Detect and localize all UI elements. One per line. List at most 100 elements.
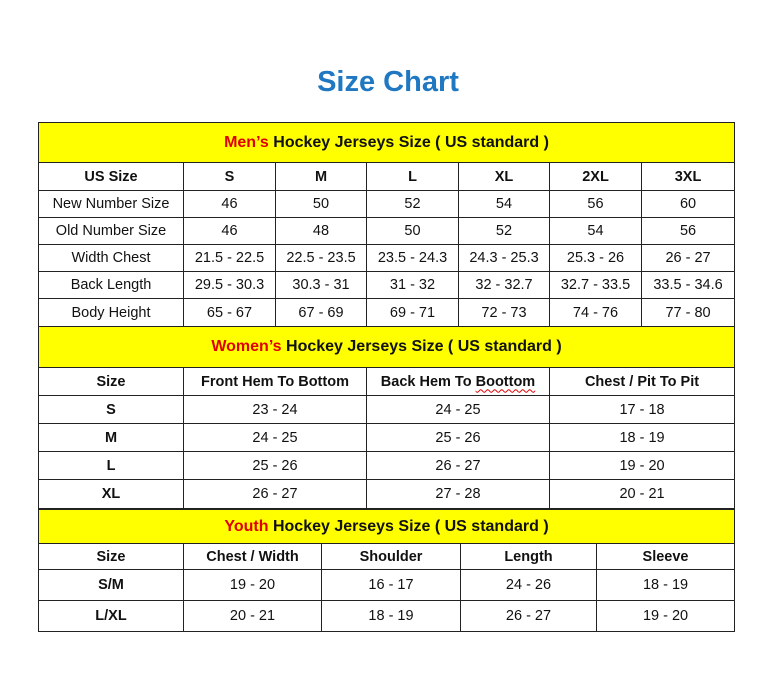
misspelled-word: Boottom [475,373,536,390]
section-header-text: Hockey Jerseys Size ( US standard ) [281,338,562,355]
table-row: S/M 19 - 20 16 - 17 24 - 26 18 - 19 [38,569,736,601]
table-cell: 16 - 17 [321,569,461,601]
section-header-text: Hockey Jerseys Size ( US standard ) [268,133,549,151]
column-header: 3XL [640,162,736,191]
table-row: M 24 - 25 25 - 26 18 - 19 [38,423,736,452]
table-cell: 18 - 19 [548,423,736,452]
table-row: L/XL 20 - 21 18 - 19 26 - 27 19 - 20 [38,600,736,632]
column-header: Front Hem To Bottom [183,367,367,396]
table-cell: 77 - 80 [640,298,736,327]
column-header: Chest / Width [183,543,322,570]
column-header: Size [38,543,184,570]
column-header: Back Hem To Boottom [366,367,550,396]
table-cell: 20 - 21 [183,600,322,632]
table-cell: 25 - 26 [183,451,367,480]
row-label: M [38,423,184,452]
section-header-accent: Men’s [224,133,269,151]
column-header: US Size [38,162,184,191]
table-cell: 74 - 76 [549,298,642,327]
table-cell: 65 - 67 [183,298,276,327]
table-cell: 25.3 - 26 [549,244,642,272]
section-header-text: Hockey Jerseys Size ( US standard ) [268,517,549,535]
table-cell: 26 - 27 [366,451,550,480]
table-cell: 24 - 26 [460,569,597,601]
table-cell: 46 [183,190,276,218]
table-row: New Number Size 46 50 52 54 56 60 [38,190,736,218]
youth-size-table: Youth Hockey Jerseys Size ( US standard … [37,509,736,632]
table-cell: 52 [458,217,550,245]
table-cell: 56 [640,217,736,245]
table-cell: 46 [183,217,276,245]
table-cell: 18 - 19 [595,569,736,601]
table-cell: 54 [458,190,550,218]
row-label: Body Height [38,298,184,327]
table-row: Old Number Size 46 48 50 52 54 56 [38,217,736,245]
table-cell: 72 - 73 [458,298,550,327]
row-label: L [38,451,184,480]
table-cell: 26 - 27 [640,244,736,272]
womens-size-table: Women’s Hockey Jerseys Size ( US standar… [37,326,736,509]
table-cell: 52 [366,190,459,218]
table-cell: 26 - 27 [460,600,597,632]
table-cell: 19 - 20 [183,569,322,601]
column-header: Shoulder [321,543,461,570]
row-label: S [38,395,184,424]
column-header: Chest / Pit To Pit [548,367,736,396]
table-row: Width Chest 21.5 - 22.5 22.5 - 23.5 23.5 - … [38,244,736,272]
table-row: Body Height 65 - 67 67 - 69 69 - 71 72 - 73 7… [38,298,736,327]
column-header: Sleeve [595,543,736,570]
table-row: Back Length 29.5 - 30.3 30.3 - 31 31 - 32 32… [38,271,736,299]
table-cell: 60 [640,190,736,218]
table-cell: 69 - 71 [366,298,459,327]
row-label: XL [38,479,184,509]
column-header: XL [458,162,550,191]
table-cell: 32.7 - 33.5 [549,271,642,299]
column-header-row: Size Front Hem To Bottom Back Hem To Boott… [38,367,736,396]
table-cell: 50 [366,217,459,245]
table-cell: 19 - 20 [595,600,736,632]
mens-size-table: Men’s Hockey Jerseys Size ( US standard … [37,122,736,327]
table-cell: 24 - 25 [183,423,367,452]
column-header: M [275,162,367,191]
column-header: 2XL [549,162,642,191]
row-label: Old Number Size [38,217,184,245]
section-header-accent: Women’s [211,338,282,355]
table-cell: 20 - 21 [548,479,736,509]
column-header-text: Back Hem To [380,373,476,390]
section-header-accent: Youth [224,517,269,535]
table-cell: 29.5 - 30.3 [183,271,276,299]
section-header: Women’s Hockey Jerseys Size ( US standar… [37,326,736,368]
table-cell: 33.5 - 34.6 [640,271,736,299]
table-cell: 21.5 - 22.5 [183,244,276,272]
table-row: S 23 - 24 24 - 25 17 - 18 [38,395,736,424]
table-cell: 24.3 - 25.3 [458,244,550,272]
table-cell: 25 - 26 [366,423,550,452]
table-row: L 25 - 26 26 - 27 19 - 20 [38,451,736,480]
row-label: S/M [38,569,184,601]
table-cell: 23.5 - 24.3 [366,244,459,272]
column-header: S [183,162,276,191]
page-title: Size Chart [317,66,459,98]
row-label: New Number Size [38,190,184,218]
column-header: L [366,162,459,191]
section-header-row: Youth Hockey Jerseys Size ( US standard … [37,509,736,544]
section-header-row: Women’s Hockey Jerseys Size ( US standar… [37,326,736,368]
column-header: Length [460,543,597,570]
column-header-row: Size Chest / Width Shoulder Length Sleeve [38,543,736,570]
section-header: Youth Hockey Jerseys Size ( US standard … [37,509,736,544]
table-cell: 18 - 19 [321,600,461,632]
table-cell: 56 [549,190,642,218]
table-cell: 48 [275,217,367,245]
table-cell: 32 - 32.7 [458,271,550,299]
table-cell: 19 - 20 [548,451,736,480]
table-cell: 67 - 69 [275,298,367,327]
row-label: L/XL [38,600,184,632]
table-row: XL 26 - 27 27 - 28 20 - 21 [38,479,736,509]
column-header-row: US Size S M L XL 2XL 3XL [38,162,736,191]
section-header-row: Men’s Hockey Jerseys Size ( US standard … [37,122,736,163]
row-label: Width Chest [38,244,184,272]
table-cell: 26 - 27 [183,479,367,509]
table-cell: 50 [275,190,367,218]
table-cell: 31 - 32 [366,271,459,299]
table-cell: 27 - 28 [366,479,550,509]
